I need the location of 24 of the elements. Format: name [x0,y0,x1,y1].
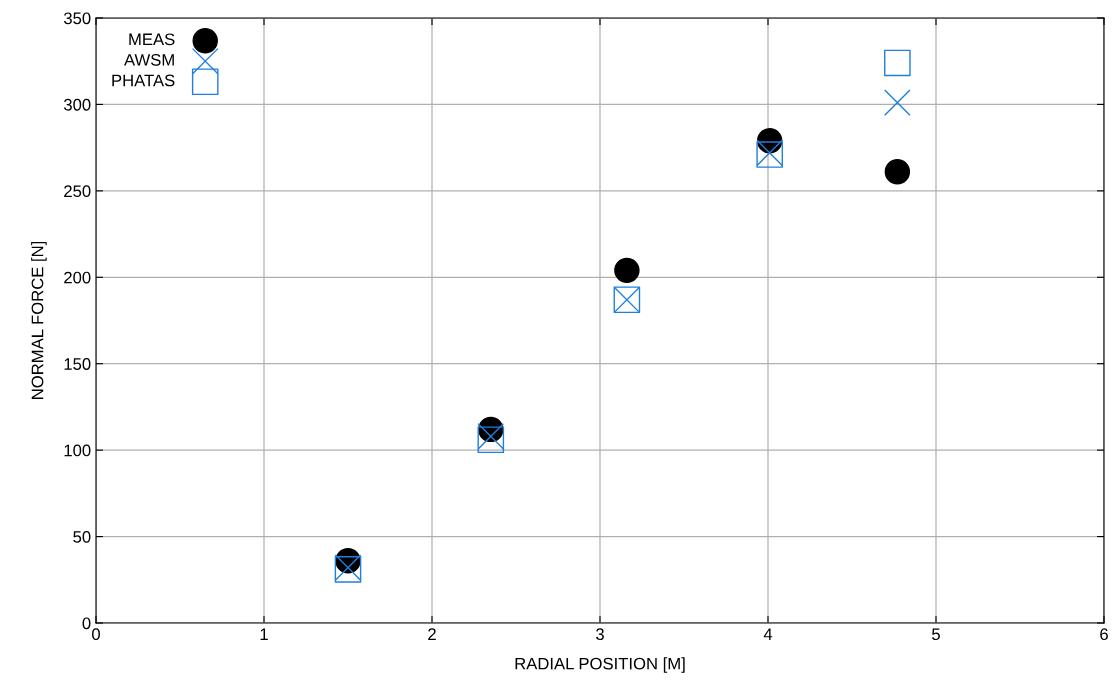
y-tick-label: 50 [73,530,91,543]
y-tick-label: 150 [64,358,91,370]
legend-label: PHATAS [112,74,175,87]
point [884,89,911,117]
x-tick-label: 5 [932,628,940,641]
y-tick-label: 250 [64,185,91,198]
point [614,257,640,284]
x-axis-title: RADIAL POSITION [M] [515,657,685,673]
y-axis-title: NORMAL FORCE [N] [31,241,47,399]
y-tick-label: 300 [63,98,91,111]
y-tick-label: 0 [82,617,91,630]
x-tick-label: 1 [260,628,268,640]
x-tick-label: 4 [763,628,773,640]
y-tick-label: 200 [64,271,91,284]
x-tick-label: 2 [428,628,436,640]
x-tick-label: 3 [596,628,604,641]
point [884,49,911,77]
y-tick-label: 350 [63,12,91,25]
legend-label: MEAS [129,33,175,46]
x-tick-label: 6 [1100,628,1108,641]
point [884,159,911,185]
legend-label: AWSM [124,53,174,66]
y-tick-label: 100 [64,444,91,457]
x-tick-label: 0 [92,628,100,641]
